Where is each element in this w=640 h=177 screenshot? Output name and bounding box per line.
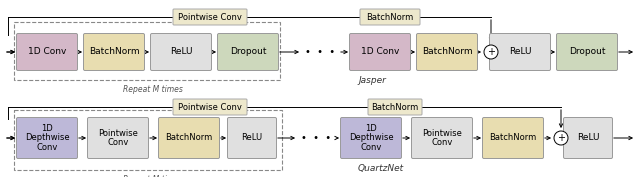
FancyBboxPatch shape bbox=[368, 99, 422, 115]
FancyBboxPatch shape bbox=[83, 33, 145, 70]
FancyBboxPatch shape bbox=[557, 33, 618, 70]
Text: ReLU: ReLU bbox=[509, 47, 531, 56]
Text: •  •  •: • • • bbox=[305, 47, 335, 57]
Text: BatchNorm: BatchNorm bbox=[422, 47, 472, 56]
FancyBboxPatch shape bbox=[360, 9, 420, 25]
Circle shape bbox=[484, 45, 498, 59]
Text: Pointwise Conv: Pointwise Conv bbox=[178, 102, 242, 112]
Text: Repeat M times: Repeat M times bbox=[123, 85, 183, 94]
Bar bbox=[14, 110, 282, 170]
FancyBboxPatch shape bbox=[88, 118, 148, 158]
Circle shape bbox=[554, 131, 568, 145]
Text: Pointwise
Conv: Pointwise Conv bbox=[98, 129, 138, 147]
Text: 1D
Depthwise
Conv: 1D Depthwise Conv bbox=[25, 124, 69, 152]
FancyBboxPatch shape bbox=[150, 33, 211, 70]
FancyBboxPatch shape bbox=[218, 33, 278, 70]
Text: Pointwise Conv: Pointwise Conv bbox=[178, 13, 242, 21]
FancyBboxPatch shape bbox=[17, 33, 77, 70]
Text: BatchNorm: BatchNorm bbox=[371, 102, 419, 112]
Text: BatchNorm: BatchNorm bbox=[490, 133, 536, 142]
Text: 1D Conv: 1D Conv bbox=[361, 47, 399, 56]
Text: BatchNorm: BatchNorm bbox=[366, 13, 413, 21]
FancyBboxPatch shape bbox=[17, 118, 77, 158]
FancyBboxPatch shape bbox=[563, 118, 612, 158]
Text: ReLU: ReLU bbox=[170, 47, 192, 56]
Text: QuartzNet: QuartzNet bbox=[358, 164, 404, 173]
Text: BatchNorm: BatchNorm bbox=[89, 47, 140, 56]
Bar bbox=[14, 22, 280, 80]
Text: ReLU: ReLU bbox=[241, 133, 262, 142]
Text: BatchNorm: BatchNorm bbox=[165, 133, 212, 142]
Text: +: + bbox=[487, 47, 495, 57]
FancyBboxPatch shape bbox=[159, 118, 220, 158]
Text: Jasper: Jasper bbox=[358, 76, 386, 85]
Text: 1D Conv: 1D Conv bbox=[28, 47, 66, 56]
Text: Repeat M times: Repeat M times bbox=[123, 175, 183, 177]
FancyBboxPatch shape bbox=[227, 118, 276, 158]
FancyBboxPatch shape bbox=[173, 9, 247, 25]
Text: Dropout: Dropout bbox=[230, 47, 266, 56]
Text: 1D
Depthwise
Conv: 1D Depthwise Conv bbox=[349, 124, 394, 152]
FancyBboxPatch shape bbox=[173, 99, 247, 115]
FancyBboxPatch shape bbox=[340, 118, 401, 158]
Text: +: + bbox=[557, 133, 565, 143]
Text: •  •  •: • • • bbox=[301, 133, 331, 143]
FancyBboxPatch shape bbox=[490, 33, 550, 70]
FancyBboxPatch shape bbox=[349, 33, 410, 70]
FancyBboxPatch shape bbox=[417, 33, 477, 70]
Text: Dropout: Dropout bbox=[569, 47, 605, 56]
FancyBboxPatch shape bbox=[412, 118, 472, 158]
FancyBboxPatch shape bbox=[483, 118, 543, 158]
Text: Pointwise
Conv: Pointwise Conv bbox=[422, 129, 462, 147]
Text: ReLU: ReLU bbox=[577, 133, 599, 142]
